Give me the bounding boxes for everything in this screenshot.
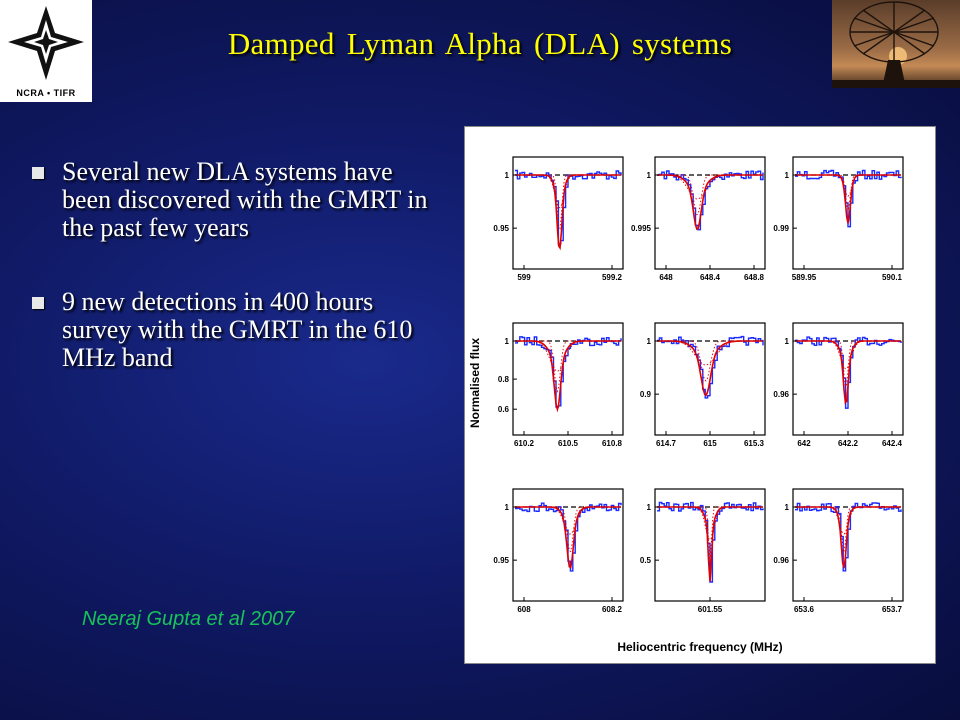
x-tick-label: 608 — [517, 605, 531, 614]
spectrum-panel: 1 0.9 614.7 615 615.3 — [640, 322, 766, 448]
spectrum-line — [657, 501, 764, 583]
x-tick-label: 590.1 — [882, 273, 903, 282]
spectrum-line — [515, 169, 622, 245]
spectrum-line — [657, 170, 764, 231]
fit-total-line — [515, 174, 621, 251]
y-tick-label: 0.95 — [493, 224, 509, 233]
ncra-tifr-logo: NCRA • TIFR — [0, 0, 92, 102]
x-tick-label: 648.8 — [744, 273, 765, 282]
spectrum-panel: 1 0.95 608 608.2 — [493, 488, 624, 614]
y-tick-label: 0.8 — [498, 375, 510, 384]
y-axis-title: Normalised flux — [468, 338, 482, 428]
antenna-silhouette-icon — [832, 1, 960, 88]
fit-total-line — [657, 174, 763, 231]
y-tick-label: 0.95 — [493, 556, 509, 565]
x-axis-title: Heliocentric frequency (MHz) — [617, 640, 782, 654]
x-tick-label: 648 — [659, 273, 673, 282]
y-tick-label: 1 — [785, 337, 790, 346]
citation: Neeraj Gupta et al 2007 — [82, 608, 295, 630]
spectrum-panel: 1 0.95 599 599.2 — [493, 156, 624, 282]
x-tick-label: 642.2 — [838, 439, 859, 448]
spectra-chart: 1 0.95 599 599.2 1 0.995 648 648.4 648.8 1 0.99 589… — [468, 156, 904, 654]
x-tick-label: 642 — [797, 439, 811, 448]
panel-frame — [792, 156, 904, 270]
fit-total-line — [657, 506, 763, 582]
x-tick-label: 653.7 — [882, 605, 903, 614]
y-tick-label: 1 — [505, 503, 510, 512]
y-tick-label: 0.96 — [773, 556, 789, 565]
x-tick-label: 610.2 — [514, 439, 535, 448]
logo-label: NCRA • TIFR — [16, 88, 76, 98]
x-tick-label: 653.6 — [794, 605, 815, 614]
spectrum-panel: 1 0.995 648 648.4 648.8 — [631, 156, 766, 282]
square-bullet-icon — [32, 167, 44, 179]
y-tick-label: 1 — [647, 503, 652, 512]
y-tick-label: 0.6 — [498, 405, 510, 414]
x-tick-label: 599.2 — [602, 273, 623, 282]
y-tick-label: 1 — [505, 171, 510, 180]
x-tick-label: 608.2 — [602, 605, 623, 614]
x-tick-label: 589.95 — [792, 273, 817, 282]
fit-total-line — [515, 340, 621, 413]
y-tick-label: 0.9 — [640, 390, 652, 399]
x-tick-label: 615.3 — [744, 439, 765, 448]
spectrum-panel: 1 0.8 0.6 610.2 610.5 610.8 — [498, 322, 624, 448]
spectrum-line — [795, 169, 902, 228]
y-tick-label: 0.5 — [640, 556, 652, 565]
fit-total-line — [795, 340, 901, 405]
bullet-text: Several new DLA systems have been discov… — [62, 157, 428, 242]
bullet-list: Several new DLA systems have been discov… — [28, 158, 428, 418]
y-tick-label: 0.99 — [773, 224, 789, 233]
y-tick-label: 0.96 — [773, 390, 789, 399]
gmrt-antenna-photo — [832, 0, 960, 88]
star-emblem-icon — [4, 4, 88, 82]
spectrum-panel: 1 0.99 589.95 590.1 — [773, 156, 904, 282]
spectrum-panel: 1 0.96 642 642.2 642.4 — [773, 322, 904, 448]
y-tick-label: 1 — [505, 337, 510, 346]
y-tick-label: 1 — [647, 337, 652, 346]
y-tick-label: 1 — [647, 171, 652, 180]
x-tick-label: 599 — [517, 273, 531, 282]
fit-total-line — [795, 174, 901, 224]
panel-frame — [512, 488, 624, 602]
x-tick-label: 642.4 — [882, 439, 903, 448]
bullet-text: 9 new detections in 400 hours survey wit… — [62, 287, 413, 372]
fit-component-line — [657, 340, 763, 382]
y-tick-label: 1 — [785, 171, 790, 180]
spectrum-line — [795, 336, 902, 409]
x-tick-label: 610.8 — [602, 439, 623, 448]
bullet-item: Several new DLA systems have been discov… — [28, 158, 428, 242]
bullet-item: 9 new detections in 400 hours survey wit… — [28, 288, 428, 372]
spectrum-panel: 1 0.96 653.6 653.7 — [773, 488, 904, 614]
fit-total-line — [795, 506, 901, 569]
square-bullet-icon — [32, 297, 44, 309]
x-tick-label: 614.7 — [656, 439, 677, 448]
panel-frame — [512, 156, 624, 270]
fit-component-line — [795, 340, 901, 370]
spectra-figure: 1 0.95 599 599.2 1 0.995 648 648.4 648.8 1 0.99 589… — [464, 126, 936, 664]
slide-title: Damped Lyman Alpha (DLA) systems — [227, 26, 733, 61]
x-tick-label: 610.5 — [558, 439, 579, 448]
fit-component-line — [515, 506, 621, 553]
y-tick-label: 0.995 — [631, 224, 652, 233]
fit-component-line — [657, 506, 763, 541]
x-tick-label: 601.55 — [698, 605, 723, 614]
fit-total-line — [657, 340, 763, 397]
y-tick-label: 1 — [785, 503, 790, 512]
fit-total-line — [515, 506, 621, 569]
x-tick-label: 648.4 — [700, 273, 721, 282]
panel-frame — [792, 488, 904, 602]
x-tick-label: 615 — [703, 439, 717, 448]
spectrum-line — [657, 335, 764, 399]
spectrum-panel: 1 0.5 601.55 — [640, 488, 766, 614]
